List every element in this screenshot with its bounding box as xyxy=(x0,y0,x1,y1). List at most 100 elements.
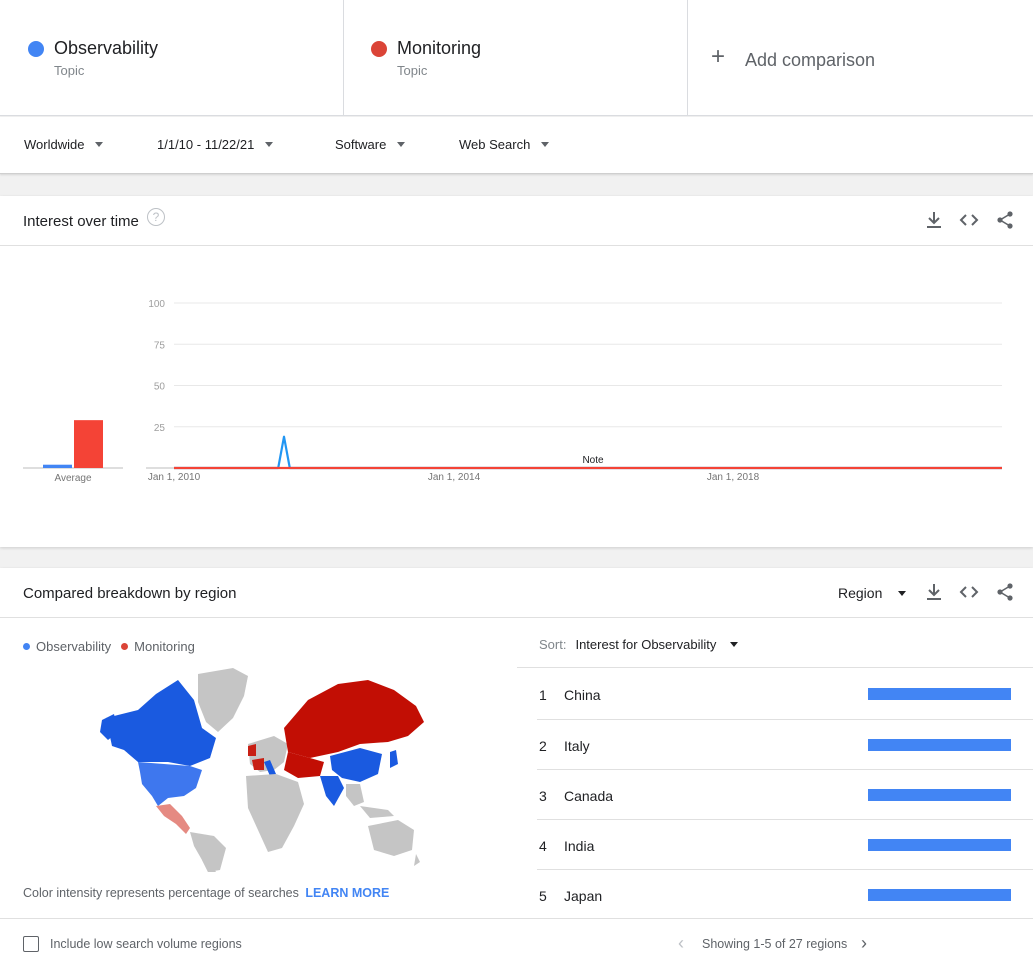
map-legend: Observability Monitoring xyxy=(23,639,195,654)
x-tick-label: Jan 1, 2014 xyxy=(428,472,481,483)
average-bar-monitoring xyxy=(74,420,103,468)
region-rank: 4 xyxy=(539,838,547,854)
card-header: Compared breakdown by region Region xyxy=(0,568,1033,618)
category-filter-label: Software xyxy=(335,137,387,152)
sort-value: Interest for Observability xyxy=(575,637,717,652)
region-interest-bar xyxy=(868,839,1011,851)
legend-monitoring: Monitoring xyxy=(134,639,195,654)
region-name: Japan xyxy=(564,888,603,904)
x-tick-label: Jan 1, 2010 xyxy=(148,472,201,483)
plus-icon: + xyxy=(711,43,726,70)
map-region-india xyxy=(320,776,344,806)
download-icon[interactable] xyxy=(923,209,945,231)
x-tick-label: Jan 1, 2018 xyxy=(707,472,760,483)
term-name: Observability xyxy=(54,38,159,58)
embed-icon[interactable] xyxy=(958,581,980,603)
region-row[interactable]: 2 Italy xyxy=(537,719,1033,769)
y-tick-label: 75 xyxy=(154,340,166,351)
category-filter[interactable]: Software xyxy=(335,137,406,152)
y-tick-label: 50 xyxy=(154,382,166,393)
map-region-mexico xyxy=(156,804,190,834)
map-region-australia xyxy=(368,820,414,856)
low-volume-checkbox[interactable] xyxy=(23,936,39,952)
date-filter-label: 1/1/10 - 11/22/21 xyxy=(157,137,255,152)
average-label: Average xyxy=(54,473,92,484)
geo-filter[interactable]: Worldwide xyxy=(24,137,104,152)
learn-more-link[interactable]: LEARN MORE xyxy=(305,886,390,900)
map-region-italy xyxy=(264,760,276,776)
share-icon[interactable] xyxy=(994,581,1016,603)
monitoring-color-dot xyxy=(371,41,387,57)
map-region-uk xyxy=(248,744,256,756)
chevron-down-icon xyxy=(541,142,550,147)
sort-label: Sort: xyxy=(539,637,567,652)
map-region-central-asia xyxy=(284,752,324,778)
region-card-footer: Include low search volume regions ‹ Show… xyxy=(0,918,1033,970)
card-header: Interest over time ? xyxy=(0,196,1033,246)
term-monitoring[interactable]: Monitoring Topic xyxy=(344,0,688,116)
download-icon[interactable] xyxy=(923,581,945,603)
chevron-down-icon xyxy=(397,142,406,147)
monitoring-legend-dot xyxy=(121,643,129,650)
embed-icon[interactable] xyxy=(958,209,980,231)
observability-color-dot xyxy=(28,41,44,57)
region-row[interactable]: 5 Japan xyxy=(537,869,1033,919)
region-name: Canada xyxy=(564,788,614,804)
region-interest-bar xyxy=(868,889,1011,901)
region-rank: 1 xyxy=(539,687,547,703)
region-row[interactable]: 4 India xyxy=(537,819,1033,869)
map-region-greenland xyxy=(198,668,248,732)
region-name: India xyxy=(564,838,595,854)
map-note: Color intensity represents percentage of… xyxy=(23,886,389,900)
term-kind: Topic xyxy=(54,63,85,78)
legend-observability: Observability xyxy=(36,639,112,654)
chevron-right-icon[interactable]: › xyxy=(861,933,867,953)
region-interest-bar xyxy=(868,688,1011,700)
y-tick-label: 100 xyxy=(148,299,165,310)
average-bar-observability xyxy=(43,464,72,468)
geo-filter-label: Worldwide xyxy=(24,137,85,152)
share-icon[interactable] xyxy=(994,209,1016,231)
map-region-africa xyxy=(246,774,304,852)
term-kind: Topic xyxy=(397,63,428,78)
map-region-alaska xyxy=(100,714,118,740)
term-observability[interactable]: Observability Topic xyxy=(0,0,344,116)
chevron-down-icon xyxy=(95,142,104,147)
property-filter-label: Web Search xyxy=(459,137,531,152)
region-breakdown-card: Compared breakdown by region Region Obse… xyxy=(0,568,1033,970)
add-comparison-button[interactable]: + Add comparison xyxy=(688,0,1033,115)
region-rank: 5 xyxy=(539,888,547,904)
help-icon[interactable]: ? xyxy=(147,208,165,226)
region-interest-bar xyxy=(868,789,1011,801)
region-row[interactable]: 3 Canada xyxy=(537,769,1033,819)
chevron-left-icon[interactable]: ‹ xyxy=(678,933,684,953)
map-region-canada xyxy=(106,680,216,766)
region-interest-bar xyxy=(868,739,1011,751)
chevron-down-icon xyxy=(898,590,907,596)
map-region-south-america xyxy=(190,832,226,872)
map-region-usa xyxy=(138,762,202,806)
map-region-france xyxy=(252,758,264,770)
comparison-bar: Observability Topic Monitoring Topic + A… xyxy=(0,0,1033,116)
add-comparison-label: Add comparison xyxy=(745,50,876,70)
date-filter[interactable]: 1/1/10 - 11/22/21 xyxy=(157,137,274,152)
observability-legend-dot xyxy=(23,643,30,650)
divider xyxy=(517,667,1033,668)
term-name: Monitoring xyxy=(397,38,482,58)
interest-over-time-card: Interest over time ? 100 75 50 25 Jan 1, 201… xyxy=(0,196,1033,547)
region-row[interactable]: 1 China xyxy=(537,669,1033,719)
map-note-text: Color intensity represents percentage of… xyxy=(23,886,299,900)
property-filter[interactable]: Web Search xyxy=(459,137,550,152)
chevron-down-icon xyxy=(265,142,274,147)
region-rank: 3 xyxy=(539,788,547,804)
resolution-select[interactable]: Region xyxy=(838,585,907,601)
map-region-southeast-asia xyxy=(346,784,364,806)
region-rank: 2 xyxy=(539,738,547,754)
world-map xyxy=(100,668,424,872)
region-name: China xyxy=(564,687,601,703)
pagination-text: Showing 1-5 of 27 regions xyxy=(702,937,848,951)
chevron-down-icon xyxy=(730,642,739,647)
map-region-russia xyxy=(284,680,424,758)
sort-control[interactable]: Sort: Interest for Observability xyxy=(539,637,739,652)
y-tick-label: 25 xyxy=(154,423,166,434)
